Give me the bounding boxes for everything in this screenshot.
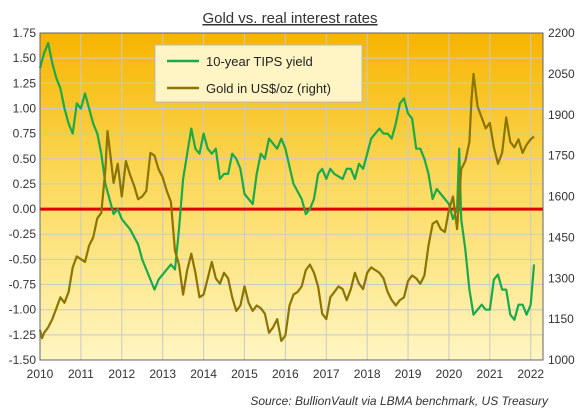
x-tick-label: 2010 — [27, 367, 54, 381]
x-axis: 2010 2011 2012 2013 2014 2015 2016 2017 2018 2019… — [27, 367, 545, 381]
source-note: Source: BullionVault via LBMA benchmark,… — [250, 394, 549, 408]
x-tick-label: 2020 — [436, 367, 463, 381]
x-tick-label: 2021 — [476, 367, 503, 381]
y-right-tick-label: 2200 — [548, 26, 575, 40]
y-right-tick-label: 1750 — [548, 149, 575, 163]
y-right-tick-label: 1900 — [548, 108, 575, 122]
x-tick-label: 2011 — [68, 367, 94, 381]
x-tick-label: 2013 — [149, 367, 176, 381]
y-right-axis: 2200 2050 1900 1750 1600 1450 1300 1150 1000 — [548, 26, 575, 367]
y-left-tick-label: 1.75 — [13, 26, 37, 40]
legend: 10-year TIPS yield Gold in US$/oz (right… — [154, 44, 363, 103]
x-tick-label: 2014 — [190, 367, 217, 381]
y-left-tick-label: 0.00 — [13, 202, 37, 216]
series-layer — [38, 41, 536, 342]
x-tick-label: 2022 — [517, 367, 544, 381]
x-tick-label: 2017 — [313, 367, 340, 381]
legend-label-tips: 10-year TIPS yield — [206, 54, 313, 69]
series-line-gold-price — [38, 72, 535, 342]
y-right-tick-label: 1300 — [548, 271, 575, 285]
y-left-tick-label: -1.25 — [9, 328, 37, 342]
x-tick-label: 2016 — [272, 367, 299, 381]
y-right-tick-label: 1600 — [548, 190, 575, 204]
y-left-tick-label: 0.50 — [13, 152, 37, 166]
y-left-tick-label: 1.25 — [13, 76, 37, 90]
y-right-tick-label: 1000 — [548, 353, 575, 367]
chart-title: Gold vs. real interest rates — [202, 10, 377, 27]
plot-border — [39, 32, 544, 361]
y-left-tick-label: 1.50 — [13, 51, 37, 65]
series-line-tips-yield — [38, 41, 536, 321]
y-left-tick-label: -0.75 — [9, 278, 37, 292]
x-tick-label: 2019 — [395, 367, 422, 381]
y-right-tick-label: 2050 — [548, 67, 575, 81]
y-left-tick-label: 0.25 — [13, 177, 37, 191]
y-left-tick-label: 0.75 — [13, 127, 37, 141]
x-tick-label: 2012 — [108, 367, 135, 381]
x-tick-label: 2015 — [231, 367, 258, 381]
y-left-tick-label: 1.00 — [13, 101, 37, 115]
y-left-tick-label: -0.50 — [9, 252, 37, 266]
y-left-tick-label: -1.00 — [9, 303, 37, 317]
legend-box — [154, 44, 363, 103]
y-left-axis: 1.75 1.50 1.25 1.00 0.75 0.50 0.25 0.00 -0.25 -0.… — [9, 26, 37, 367]
x-tick-label: 2018 — [354, 367, 381, 381]
y-right-tick-label: 1450 — [548, 230, 575, 244]
y-right-tick-label: 1150 — [548, 312, 574, 326]
legend-label-gold: Gold in US$/oz (right) — [206, 81, 331, 96]
y-left-tick-label: -1.50 — [9, 353, 37, 367]
y-left-tick-label: -0.25 — [9, 227, 37, 241]
